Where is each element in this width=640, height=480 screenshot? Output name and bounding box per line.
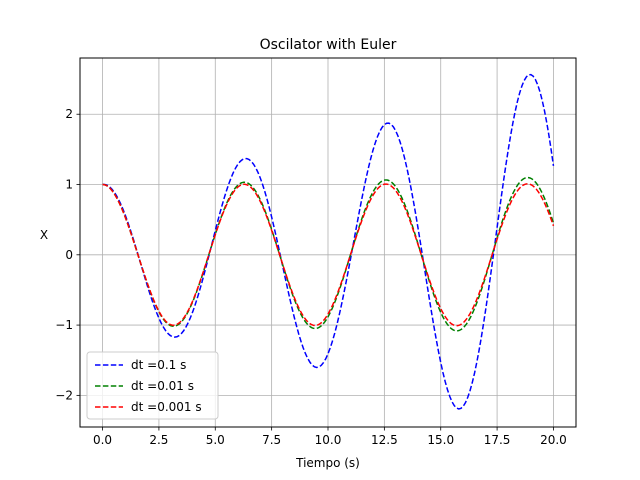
y-tick-label: −2 [55, 388, 73, 402]
y-axis-label: X [40, 228, 48, 242]
grid [80, 58, 576, 427]
series-layer [102, 73, 555, 410]
x-tick-label: 20.0 [540, 433, 567, 447]
y-tick-label: 1 [65, 178, 73, 192]
x-tick-label: 2.5 [149, 433, 168, 447]
y-axis-ticks: −2 −1 0 1 2 [55, 107, 80, 402]
y-tick-label: 0 [65, 248, 73, 262]
series-line [102, 176, 555, 332]
legend-label: dt =0.01 s [131, 379, 194, 393]
x-axis-ticks: 0.0 2.5 5.0 7.5 10.0 12.5 15.0 17.5 20.0 [93, 427, 567, 447]
legend-label: dt =0.1 s [131, 358, 186, 372]
y-tick-label: −1 [55, 318, 73, 332]
legend-entry: dt =0.1 s [95, 358, 186, 372]
x-tick-label: 12.5 [371, 433, 398, 447]
legend-entry: dt =0.001 s [95, 400, 202, 414]
x-tick-label: 10.0 [315, 433, 342, 447]
legend-label: dt =0.001 s [131, 400, 202, 414]
series-line [102, 73, 555, 410]
x-tick-label: 17.5 [484, 433, 511, 447]
x-tick-label: 15.0 [427, 433, 454, 447]
x-axis-label: Tiempo (s) [295, 456, 360, 470]
legend-entry: dt =0.01 s [95, 379, 194, 393]
x-tick-label: 7.5 [262, 433, 281, 447]
legend: dt =0.1 s dt =0.01 s dt =0.001 s [86, 351, 219, 420]
x-tick-label: 5.0 [206, 433, 225, 447]
series-line [102, 183, 555, 327]
legend-box [86, 351, 219, 420]
x-tick-label: 0.0 [93, 433, 112, 447]
y-tick-label: 2 [65, 107, 73, 121]
chart-title: Oscilator with Euler [260, 37, 397, 53]
